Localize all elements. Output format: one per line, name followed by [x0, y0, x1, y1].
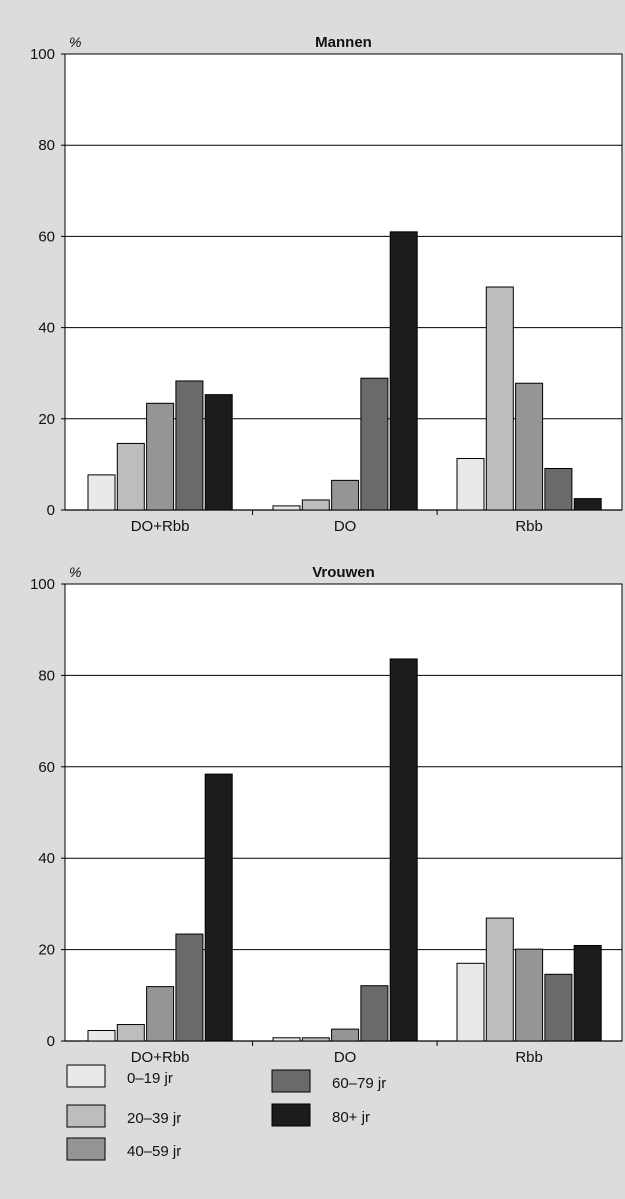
bar	[87, 1029, 116, 1042]
x-tick-label: DO	[334, 1049, 357, 1066]
y-tick-label: 80	[38, 137, 55, 154]
legend-label: 80+ jr	[332, 1109, 370, 1126]
x-tick-label: DO+Rbb	[131, 518, 190, 535]
chart-title-mannen: Mannen	[315, 34, 372, 51]
y-axis-label-mannen: %	[69, 34, 81, 50]
y-tick-label: 100	[30, 46, 55, 63]
y-tick-labels-mannen: 0 20 40 60 80 100	[30, 46, 55, 519]
legend-label: 0–19 jr	[127, 1070, 173, 1087]
y-axis-label-vrouwen: %	[69, 564, 81, 580]
bar	[485, 286, 514, 511]
y-tick-label: 80	[38, 667, 55, 684]
bar	[360, 985, 389, 1042]
bar	[360, 377, 389, 511]
bar	[175, 933, 204, 1042]
bar	[87, 474, 116, 511]
bar	[301, 1037, 330, 1042]
legend-swatch	[66, 1137, 106, 1161]
x-tick-label: DO+Rbb	[131, 1049, 190, 1066]
y-tick-label: 60	[38, 228, 55, 245]
y-tick-labels-vrouwen: 0 20 40 60 80 100	[30, 576, 55, 1050]
legend: 0–19 jr 20–39 jr 40–59 jr 60–79 jr 80+ jr	[66, 1064, 386, 1161]
chart-title-vrouwen: Vrouwen	[312, 564, 375, 581]
legend-swatch	[271, 1103, 311, 1127]
y-tick-label: 0	[47, 1033, 55, 1050]
bars-mannen	[87, 231, 602, 511]
legend-label: 20–39 jr	[127, 1110, 181, 1127]
bar	[175, 380, 204, 511]
x-tick-label: Rbb	[515, 518, 543, 535]
bar	[485, 917, 514, 1042]
bar	[146, 986, 175, 1042]
bar	[389, 658, 418, 1042]
bar	[301, 499, 330, 511]
bars-vrouwen	[87, 658, 602, 1042]
bar	[515, 948, 544, 1042]
bar	[331, 479, 360, 511]
bar	[573, 944, 602, 1042]
bar	[456, 962, 485, 1042]
bar	[204, 394, 233, 511]
bar	[515, 382, 544, 511]
bar	[389, 231, 418, 511]
y-tick-label: 20	[38, 411, 55, 428]
bar	[544, 468, 573, 511]
y-tick-label: 40	[38, 320, 55, 337]
legend-swatch	[66, 1104, 106, 1128]
bar	[116, 1024, 145, 1042]
bar	[331, 1028, 360, 1042]
y-tick-label: 0	[47, 502, 55, 519]
x-tick-labels-mannen: DO+Rbb DO Rbb	[131, 518, 543, 535]
bar	[272, 1037, 301, 1042]
y-tick-label: 60	[38, 759, 55, 776]
bar	[544, 973, 573, 1042]
x-tick-label: DO	[334, 518, 357, 535]
legend-swatch	[66, 1064, 106, 1088]
x-tick-label: Rbb	[515, 1049, 543, 1066]
y-tick-label: 20	[38, 942, 55, 959]
bar	[116, 442, 145, 511]
bar	[272, 505, 301, 511]
bar	[573, 498, 602, 511]
bar	[146, 402, 175, 511]
panel-vrouwen: 0 20 40 60 80 100 DO+Rbb DO Rbb Vrouwen %	[30, 564, 623, 1066]
bar	[456, 457, 485, 511]
x-tick-labels-vrouwen: DO+Rbb DO Rbb	[131, 1049, 543, 1066]
legend-label: 40–59 jr	[127, 1143, 181, 1160]
y-tick-label: 100	[30, 576, 55, 593]
bar	[204, 773, 233, 1042]
legend-swatch	[271, 1069, 311, 1093]
panel-mannen: 0 20 40 60 80 100 DO+Rbb DO Rbb Mannen %	[30, 34, 623, 535]
legend-label: 60–79 jr	[332, 1075, 386, 1092]
y-tick-label: 40	[38, 850, 55, 867]
